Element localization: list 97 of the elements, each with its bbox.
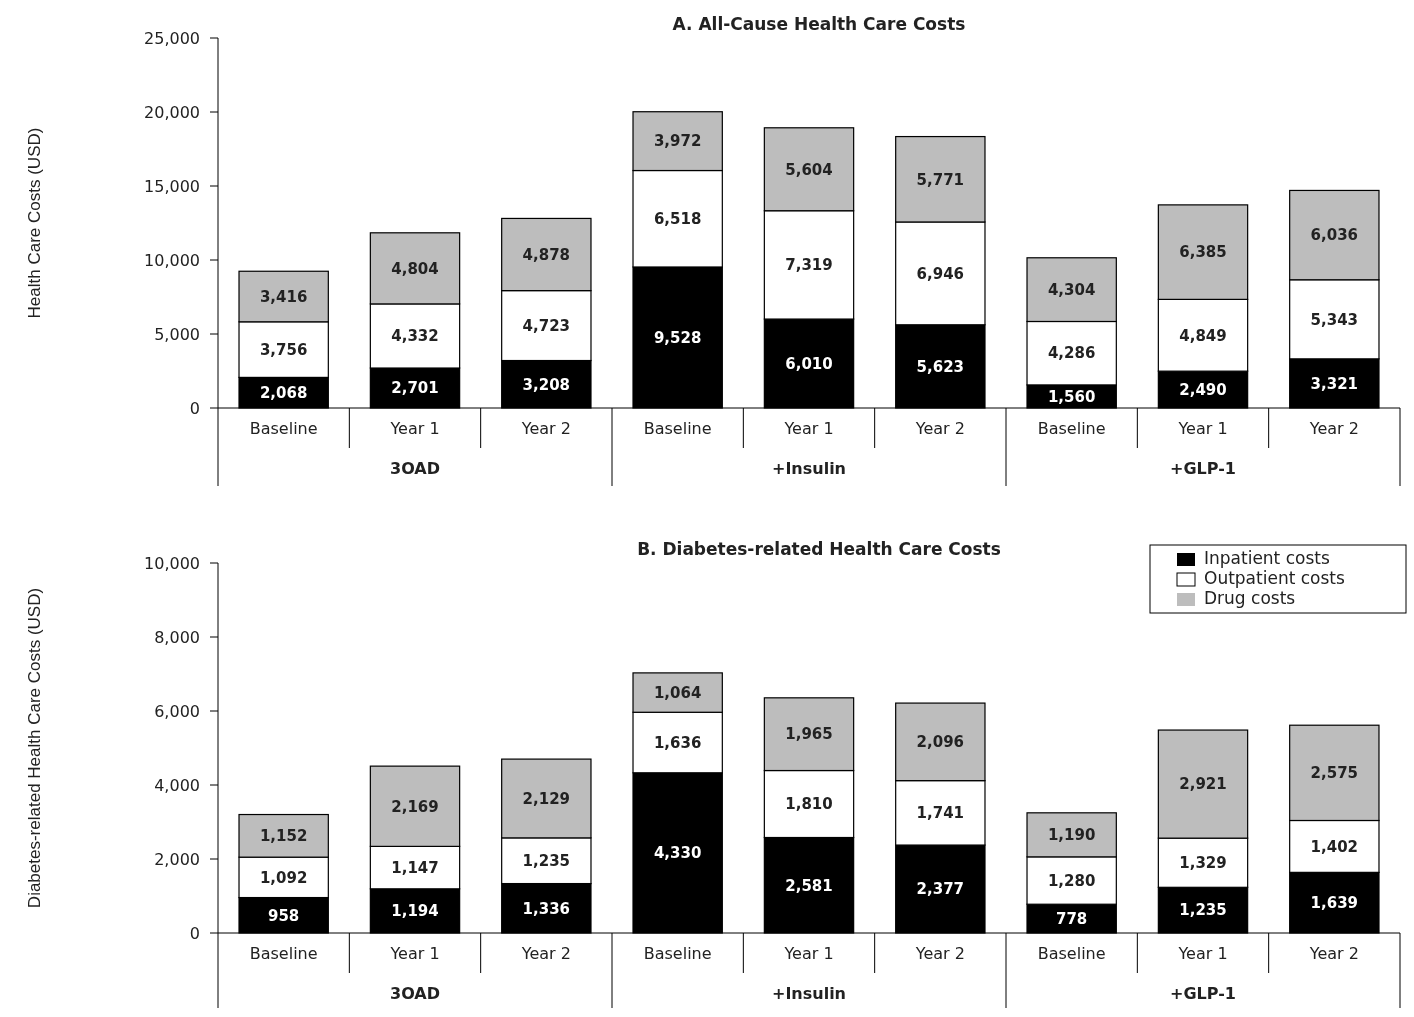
data-label: 5,771 [916, 170, 965, 189]
y-tick-label: 15,000 [144, 176, 200, 196]
data-label: 1,636 [653, 733, 702, 752]
data-label: 1,092 [259, 868, 308, 887]
data-label: 2,169 [391, 797, 439, 816]
legend-label: Drug costs [1204, 588, 1296, 608]
x-tick-label: Year 2 [520, 944, 571, 963]
data-label: 2,377 [916, 880, 965, 899]
data-label: 1,329 [1179, 853, 1227, 872]
x-tick-label: Year 1 [783, 419, 834, 438]
data-label: 778 [1056, 909, 1088, 928]
text: +GLP-1 [1170, 984, 1236, 1003]
data-label: 1,280 [1047, 871, 1096, 890]
data-label: 4,804 [391, 259, 439, 278]
data-label: 2,581 [785, 876, 833, 895]
data-label: 3,208 [522, 375, 571, 394]
y-axis-title: Health Care Costs (USD) [25, 127, 44, 319]
chart-title: A. All-Cause Health Care Costs [672, 14, 966, 34]
x-tick-label: Year 1 [1177, 419, 1228, 438]
data-label: 5,343 [1310, 310, 1359, 329]
data-label: 4,723 [522, 316, 571, 335]
data-label: 5,623 [916, 357, 965, 376]
data-label: 1,336 [522, 899, 571, 918]
y-tick-label: 10,000 [144, 553, 200, 573]
data-label: 2,921 [1179, 775, 1227, 794]
y-tick-label: 5,000 [154, 324, 200, 344]
data-label: 9,528 [653, 328, 702, 347]
data-label: 2,490 [1179, 380, 1227, 399]
data-label: 6,946 [916, 264, 965, 283]
text: 3OAD [390, 984, 440, 1003]
x-tick-label: Year 2 [914, 419, 965, 438]
y-tick-label: 10,000 [144, 250, 200, 270]
data-label: 4,304 [1047, 280, 1096, 299]
text: +Insulin [771, 984, 847, 1003]
data-label: 4,878 [522, 245, 571, 264]
data-label: 6,518 [653, 210, 702, 228]
data-label: 2,068 [259, 383, 308, 402]
text: 3OAD [390, 459, 440, 478]
y-tick-label: 0 [189, 923, 200, 943]
data-label: 1,064 [653, 683, 702, 702]
data-label: 4,332 [391, 327, 439, 346]
data-label: 3,416 [259, 287, 308, 306]
x-tick-label: Baseline [1037, 419, 1106, 438]
y-tick-label: 8,000 [154, 627, 200, 647]
data-label: 1,965 [785, 725, 833, 744]
x-tick-label: Baseline [249, 944, 318, 963]
x-tick-label: Year 2 [1308, 944, 1359, 963]
x-tick-label: Baseline [643, 944, 712, 963]
x-tick-label: Year 1 [1177, 944, 1228, 963]
data-label: 3,972 [653, 132, 702, 151]
text: +Insulin [771, 459, 847, 478]
x-tick-label: Year 1 [783, 944, 834, 963]
data-label: 5,604 [785, 160, 833, 179]
x-tick-label: Baseline [643, 419, 712, 438]
legend-label: Outpatient costs [1204, 568, 1345, 588]
y-tick-label: 25,000 [144, 28, 200, 48]
data-label: 1,560 [1047, 387, 1096, 406]
data-label: 2,701 [391, 379, 439, 398]
legend-label: Inpatient costs [1204, 548, 1330, 568]
data-label: 1,235 [522, 851, 571, 870]
data-label: 3,321 [1310, 374, 1359, 393]
data-label: 2,096 [916, 733, 965, 752]
data-label: 1,741 [916, 804, 965, 823]
data-label: 1,235 [1179, 901, 1227, 920]
data-label: 1,190 [1047, 826, 1096, 845]
y-tick-label: 6,000 [154, 701, 200, 721]
x-tick-label: Year 2 [520, 419, 571, 438]
data-label: 6,010 [785, 354, 833, 373]
data-label: 2,129 [522, 789, 571, 808]
y-tick-label: 2,000 [154, 849, 200, 869]
y-tick-label: 0 [189, 398, 200, 418]
x-tick-label: Year 1 [389, 419, 440, 438]
data-label: 4,286 [1047, 344, 1096, 363]
x-tick-label: Baseline [1037, 944, 1106, 963]
data-label: 6,385 [1179, 243, 1227, 262]
data-label: 7,319 [785, 256, 833, 275]
data-label: 1,810 [785, 795, 833, 814]
data-label: 1,402 [1310, 837, 1359, 856]
data-label: 958 [268, 906, 300, 925]
x-tick-label: Baseline [249, 419, 318, 438]
y-tick-label: 20,000 [144, 102, 200, 122]
data-label: 3,756 [259, 340, 308, 359]
y-axis-title: Diabetes-related Health Care Costs (USD) [25, 587, 44, 909]
data-label: 1,194 [391, 902, 439, 921]
data-label: 1,147 [391, 858, 439, 877]
x-tick-label: Year 1 [389, 944, 440, 963]
x-tick-label: Year 2 [914, 944, 965, 963]
y-tick-label: 4,000 [154, 775, 200, 795]
x-tick-label: Year 2 [1308, 419, 1359, 438]
chart-title: B. Diabetes-related Health Care Costs [637, 539, 1001, 559]
data-label: 6,036 [1310, 226, 1359, 245]
data-label: 2,575 [1310, 764, 1359, 783]
text: +GLP-1 [1170, 459, 1236, 478]
data-label: 4,849 [1179, 326, 1227, 345]
data-label: 4,330 [653, 844, 702, 863]
data-label: 1,152 [259, 827, 308, 846]
data-label: 1,639 [1310, 893, 1359, 912]
